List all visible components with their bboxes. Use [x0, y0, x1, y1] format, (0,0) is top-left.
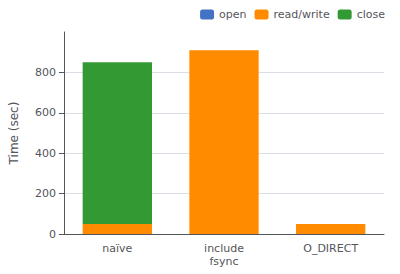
svg-text:close: close [357, 8, 386, 21]
svg-text:open: open [219, 8, 246, 21]
svg-text:0: 0 [49, 228, 56, 241]
svg-text:800: 800 [35, 66, 56, 79]
svg-text:read/write: read/write [274, 8, 330, 21]
svg-text:naïve: naïve [102, 242, 132, 255]
svg-text:400: 400 [35, 147, 56, 160]
svg-text:fsync: fsync [209, 255, 238, 268]
svg-text:600: 600 [35, 106, 56, 119]
svg-text:200: 200 [35, 187, 56, 200]
svg-text:include: include [204, 242, 244, 255]
svg-text:Time (sec): Time (sec) [7, 102, 21, 166]
svg-text:O_DIRECT: O_DIRECT [303, 242, 358, 255]
